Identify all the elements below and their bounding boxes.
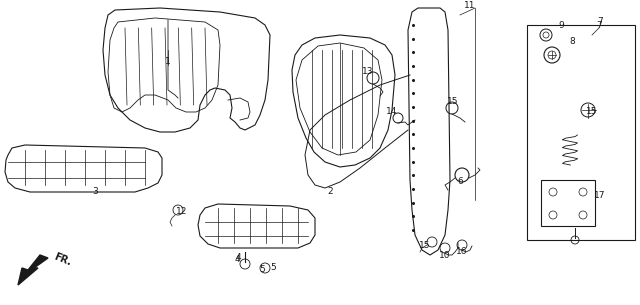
- Text: 6: 6: [457, 178, 463, 186]
- Text: 7: 7: [596, 20, 602, 30]
- Text: 17: 17: [595, 191, 605, 199]
- Polygon shape: [18, 255, 48, 285]
- Text: 15: 15: [419, 241, 431, 249]
- Text: 1: 1: [165, 58, 171, 66]
- Text: 10: 10: [439, 250, 451, 260]
- Text: 16: 16: [456, 247, 468, 257]
- Text: FR.: FR.: [52, 252, 72, 268]
- Text: 3: 3: [92, 188, 98, 196]
- Text: 13: 13: [362, 67, 374, 77]
- Text: 15: 15: [447, 98, 459, 106]
- Text: 12: 12: [176, 207, 188, 217]
- Text: 5: 5: [259, 265, 265, 275]
- Text: 8: 8: [569, 38, 575, 46]
- Text: 9: 9: [558, 20, 564, 30]
- Text: 11: 11: [464, 2, 476, 10]
- Text: 4: 4: [234, 256, 240, 264]
- Text: 4: 4: [235, 253, 241, 263]
- Text: 2: 2: [327, 188, 333, 196]
- Text: 7: 7: [597, 17, 603, 27]
- Text: 15: 15: [586, 107, 598, 117]
- Text: 14: 14: [387, 107, 397, 117]
- Text: 5: 5: [270, 264, 276, 272]
